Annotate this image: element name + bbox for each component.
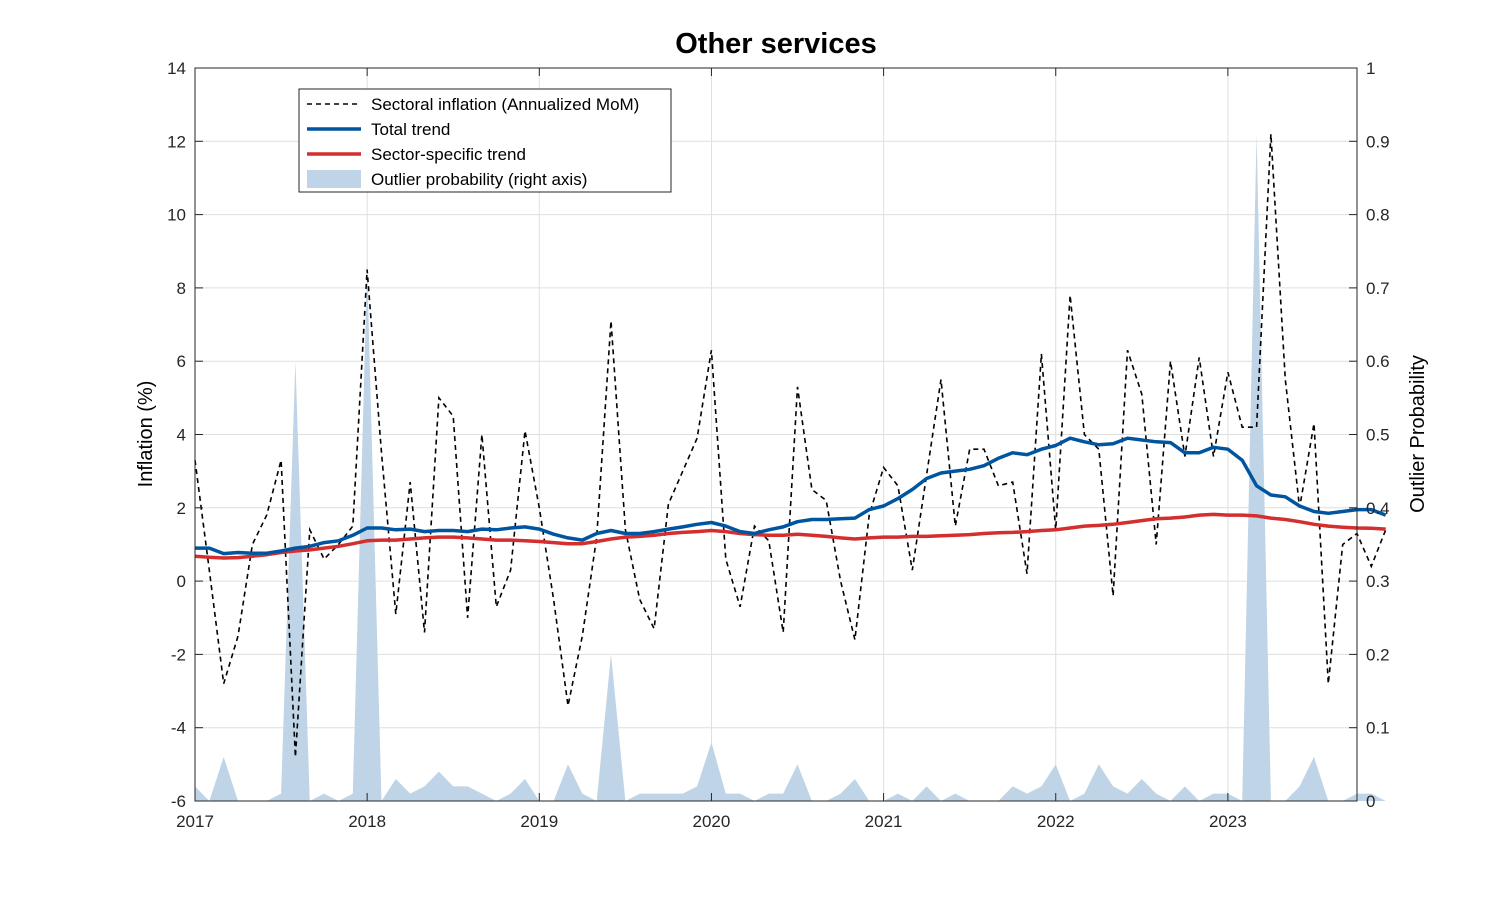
total-trend-line — [195, 436, 1387, 556]
y-tick-label-left: -4 — [171, 719, 186, 738]
y-tick-label-left: 10 — [167, 206, 186, 225]
y-axis-label-left: Inflation (%) — [135, 381, 157, 488]
y-tick-label-right: 0.1 — [1366, 719, 1390, 738]
y-tick-label-left: 6 — [177, 352, 186, 371]
x-tick-label: 2022 — [1037, 812, 1075, 831]
legend-swatch-outlier — [307, 170, 361, 188]
y-tick-label-right: 0.5 — [1366, 426, 1390, 445]
y-tick-label-right: 0.9 — [1366, 132, 1390, 151]
y-tick-label-right: 0.3 — [1366, 572, 1390, 591]
y-tick-label-right: 0.7 — [1366, 279, 1390, 298]
y-tick-label-left: -6 — [171, 792, 186, 811]
legend: Sectoral inflation (Annualized MoM) Total… — [298, 88, 672, 193]
y-tick-label-right: 0.4 — [1366, 499, 1390, 518]
y-tick-label-left: -2 — [171, 645, 186, 664]
x-tick-label: 2019 — [520, 812, 558, 831]
x-tick-label: 2023 — [1209, 812, 1247, 831]
sector-specific-trend-line — [194, 512, 1386, 560]
y-tick-label-right: 0 — [1366, 792, 1375, 811]
chart-title: Other services — [675, 28, 877, 60]
outlier-probability-area — [195, 133, 1386, 802]
y-axis-label-right: Outlier Probability — [1407, 355, 1429, 513]
y-tick-label-left: 2 — [177, 499, 186, 518]
y-tick-label-left: 4 — [177, 426, 186, 445]
x-tick-label: 2018 — [348, 812, 386, 831]
y-tick-label-left: 14 — [167, 59, 186, 78]
y-tick-label-left: 0 — [177, 572, 186, 591]
x-tick-label: 2017 — [176, 812, 214, 831]
sectoral-inflation-line — [194, 133, 1387, 758]
y-tick-label-right: 0.6 — [1366, 352, 1390, 371]
legend-label: Sector-specific trend — [371, 145, 526, 164]
legend-label: Total trend — [371, 120, 450, 139]
plot-area: -6 -4 -2 0 2 4 6 8 10 12 14 0 0.1 0.2 0.3 0.4 0.5 0.6 0.7 0… — [167, 59, 1390, 831]
x-tick-label: 2021 — [865, 812, 903, 831]
y-tick-label-right: 1 — [1366, 59, 1375, 78]
y-tick-label-right: 0.2 — [1366, 645, 1390, 664]
y-tick-label-left: 12 — [167, 132, 186, 151]
legend-label: Sectoral inflation (Annualized MoM) — [371, 95, 639, 114]
y-tick-label-left: 8 — [177, 279, 186, 298]
x-tick-label: 2020 — [693, 812, 731, 831]
y-tick-label-right: 0.8 — [1366, 206, 1390, 225]
legend-label: Outlier probability (right axis) — [371, 170, 587, 189]
